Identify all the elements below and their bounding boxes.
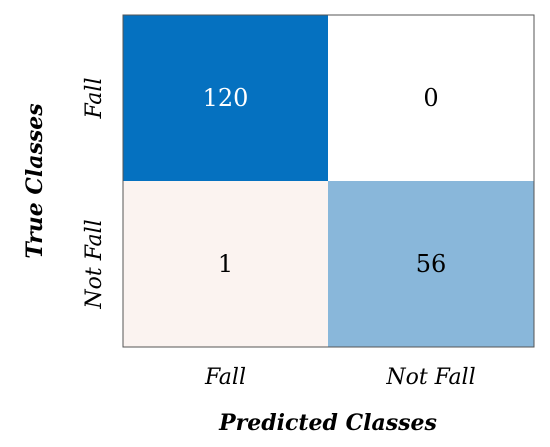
y-tick-label-0: Fall — [82, 78, 107, 120]
x-tick-label-1: Not Fall — [385, 365, 475, 390]
cell-value-label-0-1: 0 — [423, 84, 438, 112]
heatmap-cell-1-0 — [123, 181, 328, 347]
heatmap-cells: 120 0 1 56 — [123, 15, 534, 347]
plot-frame — [122, 14, 535, 348]
x-tick-label-0: Fall — [204, 365, 246, 390]
cell-value-label-1-1: 56 — [416, 250, 447, 278]
y-axis-title: True Classes — [22, 103, 48, 258]
y-tick-labels: Fall Not Fall — [82, 78, 107, 310]
x-tick-labels: Fall Not Fall — [204, 365, 476, 390]
y-tick-label-1: Not Fall — [82, 219, 107, 309]
x-axis-title: Predicted Classes — [218, 410, 437, 436]
heatmap-cell-0-0 — [123, 15, 328, 181]
heatmap-cell-1-1 — [328, 181, 534, 347]
heatmap-cell-0-1 — [328, 15, 534, 181]
cell-value-label-0-0: 120 — [203, 84, 249, 112]
cell-value-label-1-0: 1 — [218, 250, 233, 278]
